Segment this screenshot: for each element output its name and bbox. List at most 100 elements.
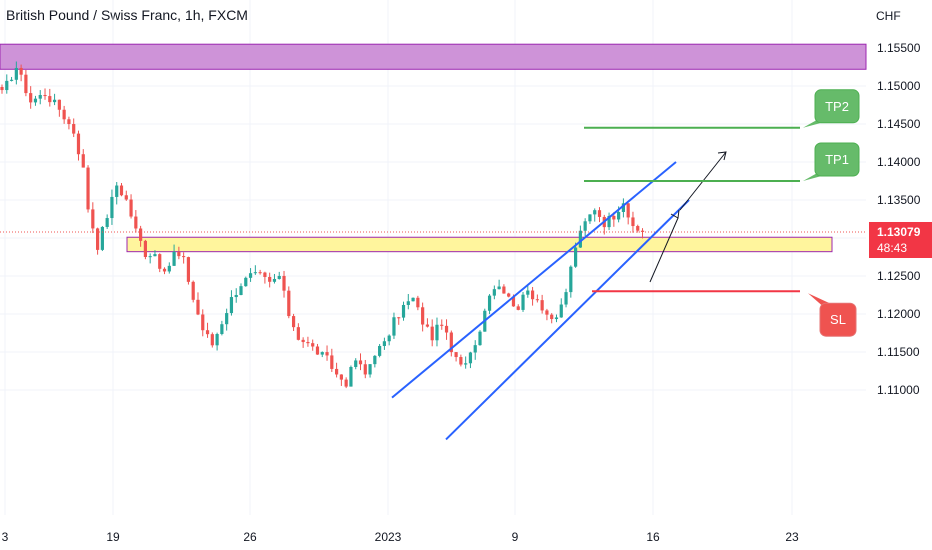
candle-body	[48, 96, 52, 103]
price-unit-label: CHF	[876, 9, 901, 23]
candle-body	[444, 325, 449, 333]
current-price-label: 1.13079	[877, 225, 921, 239]
candle-body	[354, 360, 358, 367]
candle-body	[502, 286, 506, 294]
candle-body	[464, 363, 468, 365]
candle-body	[129, 199, 133, 217]
candle-body	[454, 352, 458, 358]
candle-body	[143, 240, 147, 257]
level-tag-box-tp2	[814, 89, 860, 124]
candle-body	[583, 221, 587, 231]
candle-body	[263, 272, 267, 277]
candle-body	[459, 357, 463, 365]
candle-body	[382, 341, 386, 346]
candle-body	[196, 299, 200, 315]
candle-body	[578, 230, 582, 248]
candle-body	[416, 297, 420, 308]
arrow-to-tp1	[649, 209, 680, 283]
candle-body	[335, 368, 339, 375]
time-tick-label: 26	[243, 530, 257, 544]
candle-body	[344, 379, 348, 387]
candle-body	[593, 210, 597, 215]
time-axis[interactable]: 3 19 26 2023 9 16 23	[2, 530, 799, 544]
candle-body	[215, 334, 219, 346]
channel-lower-line	[445, 199, 690, 441]
price-tick-label: 1.12000	[877, 307, 921, 321]
candle-body	[91, 209, 95, 229]
candle-body	[291, 316, 296, 328]
candle-body	[268, 276, 272, 282]
candle-body	[100, 226, 104, 250]
level-tag-label-sl: SL	[830, 312, 846, 327]
candle-body	[134, 216, 138, 229]
time-tick-label: 19	[106, 530, 120, 544]
candle-body	[487, 295, 492, 311]
price-tick-label: 1.15000	[877, 79, 921, 93]
candle-body	[373, 355, 377, 365]
candle-body	[76, 133, 81, 155]
candle-body	[277, 275, 281, 279]
candle-body	[497, 286, 501, 290]
candle-body	[363, 364, 367, 375]
candle-body	[378, 345, 382, 356]
candle-body	[325, 352, 329, 356]
candle-body	[182, 256, 186, 258]
time-tick-label: 3	[2, 530, 9, 544]
candle-body	[5, 80, 9, 91]
candle-body	[153, 254, 157, 257]
level-tag-box-tp1	[814, 142, 860, 177]
candle-body	[597, 210, 602, 217]
candle-body	[473, 345, 477, 353]
candle-body	[406, 301, 410, 305]
candle-body	[621, 203, 625, 212]
candle-body	[449, 332, 453, 353]
level-tag-label-tp1: TP1	[825, 152, 849, 167]
candle-body	[96, 228, 100, 250]
candle-body	[349, 366, 353, 387]
candle-body	[631, 217, 635, 227]
candle-body	[248, 273, 253, 278]
candle-body	[14, 67, 18, 80]
candle-body	[52, 99, 57, 103]
candle-body	[478, 331, 482, 346]
candle-body	[225, 313, 229, 325]
price-tick-label: 1.11000	[877, 383, 920, 397]
support-zone	[126, 236, 833, 253]
candle-body	[440, 324, 444, 326]
candle-body	[564, 292, 568, 305]
candle-body	[535, 299, 539, 301]
price-axis[interactable]: 1.15500 1.15000 1.14500 1.14000 1.13500 1.130…	[869, 9, 932, 397]
price-tick-label: 1.14000	[877, 155, 921, 169]
candle-body	[315, 346, 320, 355]
candle-body	[86, 167, 90, 210]
candle-body	[430, 326, 434, 341]
price-tick-label: 1.15500	[877, 41, 921, 55]
current-price-badge	[869, 221, 932, 258]
time-tick-label: 2023	[375, 530, 402, 544]
price-tick-label: 1.11500	[877, 345, 920, 359]
candle-body	[554, 317, 559, 320]
candle-body	[239, 286, 243, 296]
candle-body	[626, 203, 630, 218]
candle-body	[330, 355, 334, 369]
candle-body	[62, 109, 66, 120]
candle-body	[368, 364, 372, 375]
candle-body	[258, 272, 262, 274]
candle-body	[588, 214, 592, 222]
candle-body	[186, 257, 191, 282]
bar-countdown-label: 48:43	[877, 241, 907, 255]
candle-body	[38, 95, 42, 99]
candle-body	[296, 327, 300, 340]
candle-body	[411, 297, 415, 302]
price-zones	[0, 43, 867, 253]
candle-body	[162, 268, 167, 272]
candle-body	[617, 211, 621, 220]
candle-body	[148, 256, 152, 258]
candle-body	[0, 87, 4, 91]
candle-body	[81, 154, 85, 168]
candle-body	[569, 266, 573, 293]
candle-body	[177, 252, 181, 257]
resistance-zone	[0, 43, 867, 70]
candle-body	[612, 215, 616, 220]
